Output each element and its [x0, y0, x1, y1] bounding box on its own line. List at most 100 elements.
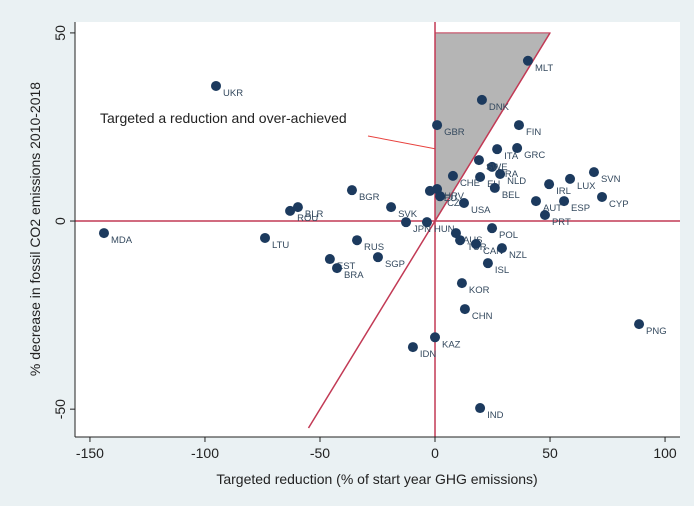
- point-label: MLT: [535, 63, 553, 74]
- point: [407, 342, 418, 353]
- x-tick-label: 50: [542, 445, 558, 461]
- point-label: HUN: [434, 224, 455, 235]
- point-label: MDA: [111, 235, 133, 246]
- x-tick-label: -50: [310, 445, 330, 461]
- point: [372, 252, 383, 263]
- point-label: CAN: [483, 246, 503, 257]
- diagonal-line: [307, 32, 551, 429]
- point: [495, 169, 506, 180]
- annotation: Targeted a reduction and over-achieved: [100, 110, 347, 126]
- point: [455, 235, 466, 246]
- point-label: IND: [487, 410, 504, 421]
- point-label: KAZ: [442, 339, 461, 350]
- point-label: BEL: [502, 190, 520, 201]
- point: [476, 94, 487, 105]
- point: [522, 55, 533, 66]
- point-label: RUS: [364, 242, 384, 253]
- point: [424, 185, 435, 196]
- point-label: LTU: [272, 240, 289, 251]
- point: [492, 144, 503, 155]
- point-label: CYP: [609, 199, 629, 210]
- point-label: ITA: [504, 151, 519, 162]
- x-tick-label: 0: [431, 445, 439, 461]
- point: [432, 120, 443, 131]
- point: [489, 182, 500, 193]
- point: [597, 191, 608, 202]
- point: [565, 173, 576, 184]
- x-tick-label: 100: [653, 445, 677, 461]
- point: [260, 232, 271, 243]
- point-label: HRV: [444, 191, 465, 202]
- point: [352, 235, 363, 246]
- point-label: JPN: [413, 224, 431, 235]
- point: [435, 191, 446, 202]
- point-label: FIN: [526, 127, 541, 138]
- point-label: AUT: [543, 203, 562, 214]
- point-label: CHE: [460, 178, 480, 189]
- point-label: IRL: [556, 186, 571, 197]
- point: [487, 223, 498, 234]
- point-label: SGP: [385, 259, 405, 270]
- point: [98, 228, 109, 239]
- point-label: BLR: [305, 209, 324, 220]
- point: [473, 155, 484, 166]
- plot-area: [75, 22, 680, 437]
- point: [559, 196, 570, 207]
- point-label: PNG: [646, 326, 667, 337]
- point-label: IDN: [420, 349, 437, 360]
- point: [401, 217, 412, 228]
- point-label: EST: [337, 261, 356, 272]
- point: [285, 205, 296, 216]
- point-label: FRA: [499, 169, 519, 180]
- y-axis-title: % decrease in fossil CO2 emissions 2010-…: [27, 82, 43, 376]
- point: [487, 161, 498, 172]
- point-label: BGR: [359, 192, 380, 203]
- point-label: ESP: [571, 203, 590, 214]
- y-tick-label: 0: [52, 217, 68, 225]
- x-tick-label: -150: [76, 445, 104, 461]
- point: [430, 332, 441, 343]
- point: [482, 258, 493, 269]
- point-label: CZE: [447, 198, 466, 209]
- point: [530, 196, 541, 207]
- point: [475, 172, 486, 183]
- point-label: NZL: [509, 250, 527, 261]
- point: [386, 202, 397, 213]
- y-tick-label: -50: [52, 399, 68, 419]
- point: [588, 167, 599, 178]
- point-label: DEU: [437, 193, 457, 204]
- point: [346, 185, 357, 196]
- x-tick-label: -100: [191, 445, 219, 461]
- point-label: GRC: [524, 150, 545, 161]
- point-label: ISL: [495, 265, 509, 276]
- point: [496, 243, 507, 254]
- point-label: DNK: [489, 102, 510, 113]
- point-label: CHN: [472, 311, 493, 322]
- point-label: BRA: [344, 270, 364, 281]
- point: [459, 304, 470, 315]
- point-label: UKR: [223, 88, 243, 99]
- point: [634, 319, 645, 330]
- point-label: USA: [471, 205, 491, 216]
- point: [458, 197, 469, 208]
- point: [456, 278, 467, 289]
- point-label: NLD: [507, 176, 526, 187]
- point-label: LUX: [577, 181, 596, 192]
- point-label: GBR: [444, 127, 465, 138]
- point: [475, 403, 486, 414]
- point: [332, 263, 343, 274]
- point: [544, 179, 555, 190]
- point: [539, 210, 550, 221]
- point-label: SWE: [486, 162, 508, 173]
- x-axis-title: Targeted reduction (% of start year GHG …: [216, 471, 537, 487]
- point: [211, 80, 222, 91]
- point: [512, 143, 523, 154]
- y-tick-label: 50: [52, 25, 68, 41]
- point-label: PRT: [552, 217, 571, 228]
- point: [447, 170, 458, 181]
- point: [513, 120, 524, 131]
- point-label: SVN: [601, 174, 621, 185]
- point-label: KOR: [469, 285, 490, 296]
- point-label: POL: [499, 230, 518, 241]
